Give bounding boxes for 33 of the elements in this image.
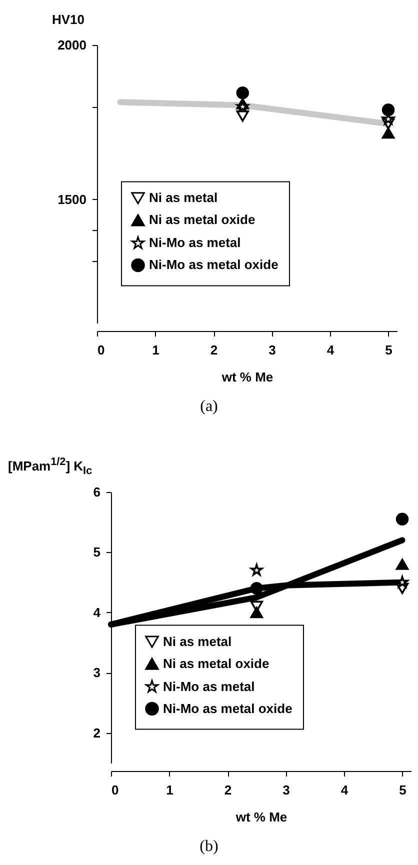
legend-label: Ni-Mo as metal xyxy=(163,678,255,694)
legend-label: Ni as metal xyxy=(149,190,218,206)
x-tick-label: 3 xyxy=(282,782,290,798)
x-tick-label: 4 xyxy=(340,782,349,798)
legend-label: Ni-Mo as metal oxide xyxy=(149,257,278,272)
x-axis-title: wt % Me xyxy=(220,370,274,384)
legend-label: Ni-Mo as metal oxide xyxy=(163,700,292,716)
y-tick-label: 5 xyxy=(93,544,100,560)
x-tick-label: 5 xyxy=(385,342,392,358)
x-axis-title: wt % Me xyxy=(234,810,288,824)
y-tick-label: 6 xyxy=(93,484,100,500)
x-tick-label: 1 xyxy=(166,782,174,798)
y-tick-label: 3 xyxy=(93,665,100,680)
x-tick-label: 0 xyxy=(98,342,105,358)
x-tick-label: 1 xyxy=(152,342,160,358)
y-tick-label: 1500 xyxy=(58,192,86,207)
text: (b) xyxy=(198,838,220,856)
x-tick-label: 3 xyxy=(268,342,276,358)
legend-label: Ni as metal xyxy=(163,634,232,649)
x-tick-label: 0 xyxy=(112,782,119,798)
x-tick-label: 2 xyxy=(224,782,232,798)
y-axis-title: HV10 xyxy=(52,12,85,27)
text: (a) xyxy=(199,398,219,416)
x-tick-label: 4 xyxy=(326,342,335,358)
x-tick-label: 5 xyxy=(399,782,406,798)
legend-label: Ni as metal oxide xyxy=(163,656,270,671)
y-axis-title: [MPam$^{1/2}$] K$_{Ic}$ xyxy=(8,456,92,477)
y-tick-label: 2000 xyxy=(58,38,86,52)
x-tick-label: 2 xyxy=(210,342,218,358)
y-tick-label: 2 xyxy=(93,725,100,740)
legend-label: Ni as metal oxide xyxy=(149,212,256,228)
legend-label: Ni-Mo as metal xyxy=(149,235,241,250)
y-tick-label: 4 xyxy=(93,604,102,620)
